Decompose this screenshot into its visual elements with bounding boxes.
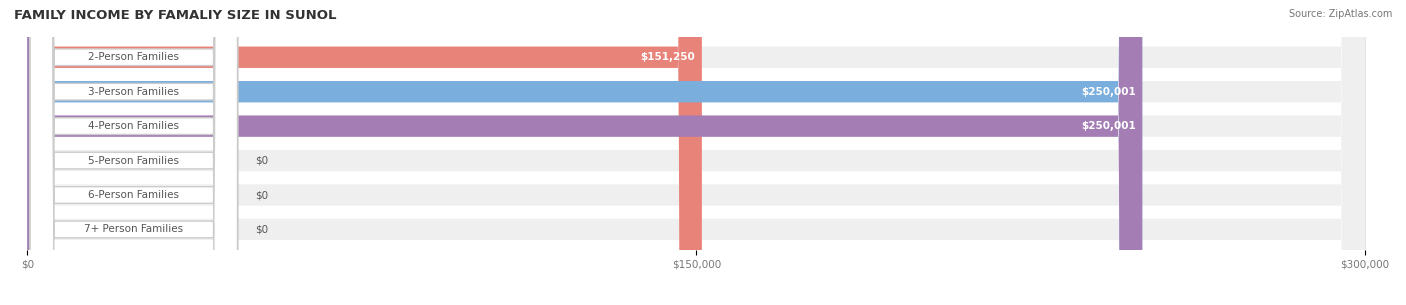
FancyBboxPatch shape [30,0,238,305]
FancyBboxPatch shape [30,0,238,305]
Text: 3-Person Families: 3-Person Families [89,87,180,97]
FancyBboxPatch shape [28,0,1365,305]
FancyBboxPatch shape [28,0,1142,305]
Text: $0: $0 [254,190,269,200]
Text: Source: ZipAtlas.com: Source: ZipAtlas.com [1288,9,1392,19]
Text: $0: $0 [254,224,269,235]
FancyBboxPatch shape [28,0,702,305]
FancyBboxPatch shape [28,0,1365,305]
FancyBboxPatch shape [30,0,238,305]
Text: $151,250: $151,250 [641,52,695,62]
Text: $250,001: $250,001 [1081,87,1136,97]
Text: 2-Person Families: 2-Person Families [89,52,180,62]
FancyBboxPatch shape [30,0,238,305]
FancyBboxPatch shape [28,0,1365,305]
Text: FAMILY INCOME BY FAMALIY SIZE IN SUNOL: FAMILY INCOME BY FAMALIY SIZE IN SUNOL [14,9,336,22]
Text: $0: $0 [254,156,269,166]
Text: 6-Person Families: 6-Person Families [89,190,180,200]
FancyBboxPatch shape [30,0,238,305]
Text: 5-Person Families: 5-Person Families [89,156,180,166]
Text: 4-Person Families: 4-Person Families [89,121,180,131]
FancyBboxPatch shape [28,0,1365,305]
FancyBboxPatch shape [28,0,1365,305]
Text: $250,001: $250,001 [1081,121,1136,131]
Text: 7+ Person Families: 7+ Person Families [84,224,183,235]
FancyBboxPatch shape [28,0,1365,305]
FancyBboxPatch shape [28,0,1142,305]
FancyBboxPatch shape [30,0,238,305]
